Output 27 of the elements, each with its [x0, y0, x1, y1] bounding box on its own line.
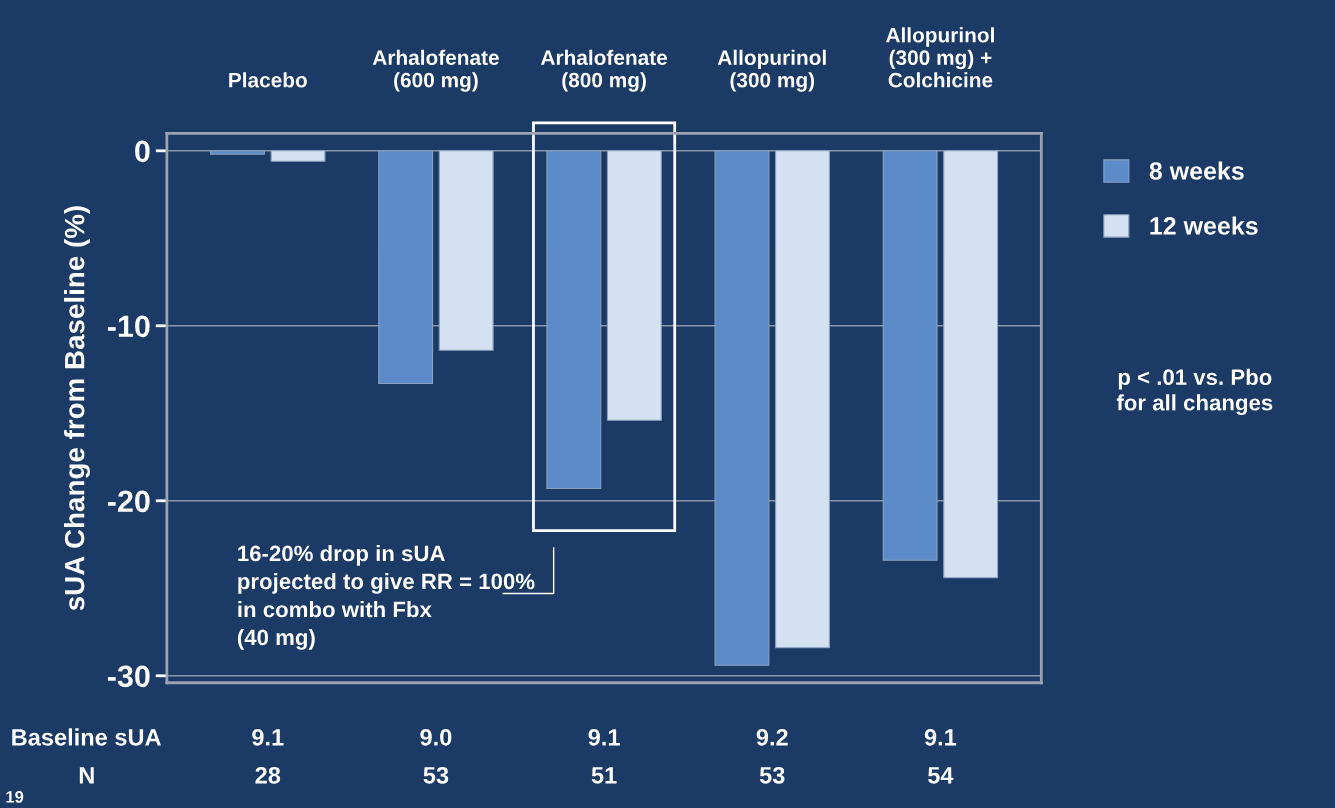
legend-label: 8 weeks — [1149, 161, 1244, 180]
text: p < .01 vs. Pbo for all changes — [1116, 368, 1273, 416]
text: 19 — [6, 790, 24, 803]
y-tick-label: -10 — [107, 315, 150, 338]
y-tick-label: -30 — [107, 665, 150, 688]
x-tick-label: Arhalofenate (600 mg) — [372, 49, 499, 92]
text: 9.0 — [420, 728, 452, 746]
text: 9.1 — [588, 728, 620, 746]
y-tick-label: 0 — [135, 140, 150, 163]
x-tick-label: Allopurinol (300 mg) — [717, 49, 826, 92]
x-tick-label: Placebo — [229, 72, 307, 88]
x-tick-label: Arhalofenate (800 mg) — [540, 49, 668, 92]
text: N — [79, 767, 94, 784]
x-tick-label: Allopurinol (300 mg) + Colchicine — [885, 27, 994, 88]
legend-label: 12 weeks — [1150, 216, 1258, 235]
text: 54 — [928, 767, 954, 784]
text: 53 — [423, 766, 449, 784]
text: 51 — [591, 767, 617, 784]
text: Baseline sUA — [12, 728, 161, 746]
text: 9.1 — [252, 728, 284, 746]
y-tick-label: -20 — [107, 490, 150, 513]
text: 9.1 — [924, 728, 957, 746]
text: 28 — [255, 766, 281, 784]
text: 53 — [759, 766, 785, 784]
annotation: 16-20% drop in sUA projected to give RR = 100% in combo with Fbx (40 mg) — [237, 545, 535, 650]
text: 9.2 — [756, 728, 788, 746]
y-axis-title: sUA Change from Baseline (%) — [64, 206, 91, 611]
